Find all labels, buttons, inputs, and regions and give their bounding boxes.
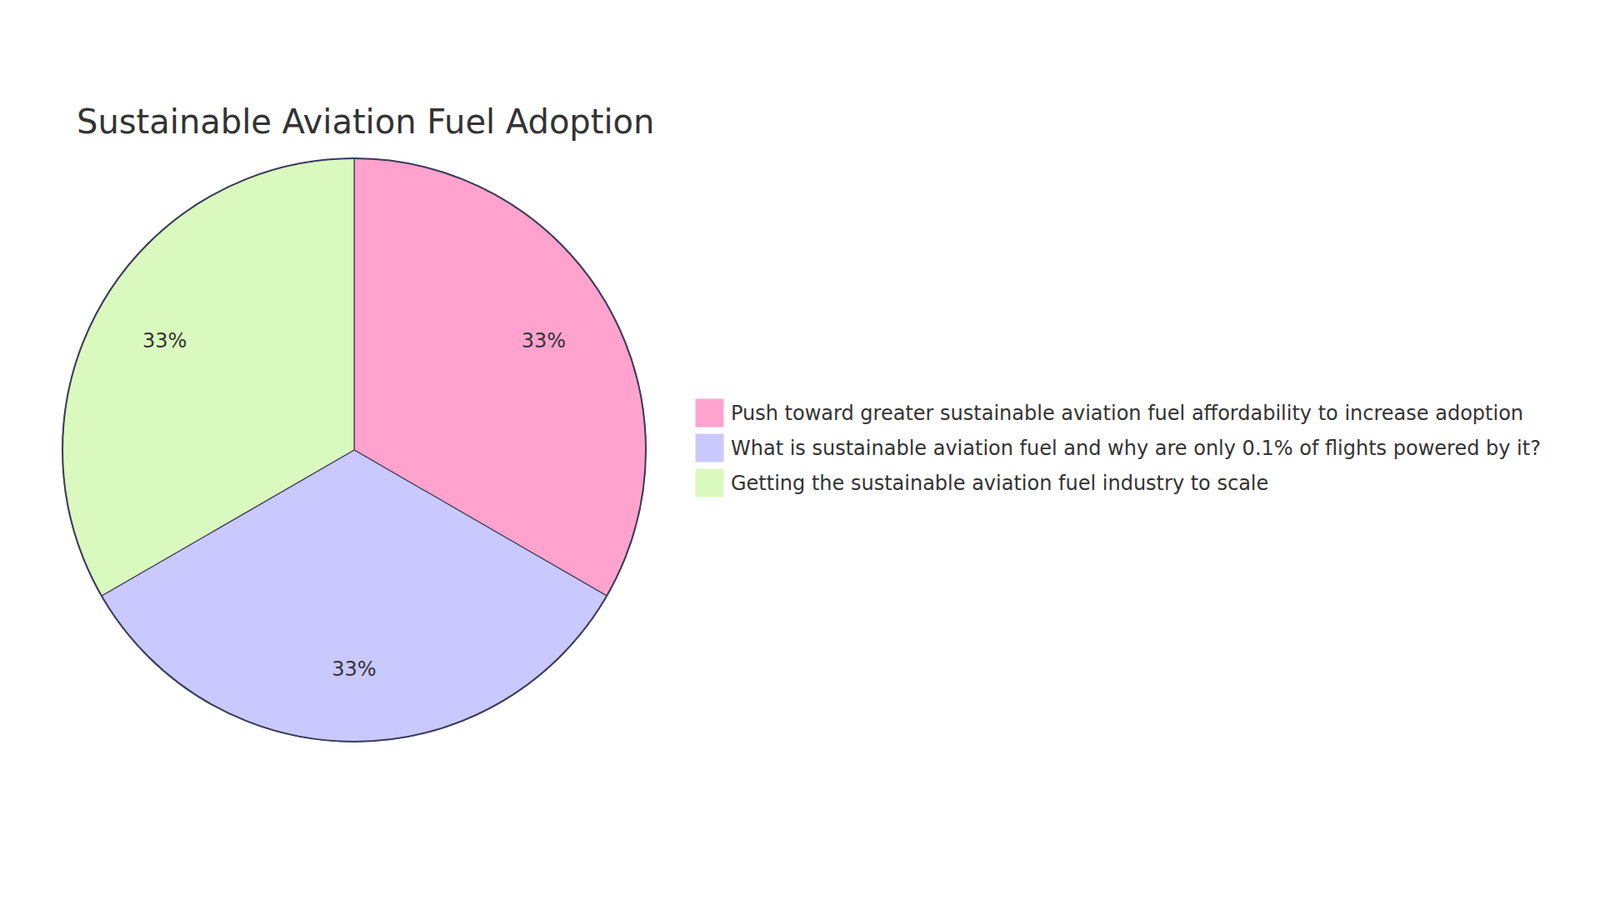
data-label: 33% xyxy=(521,329,566,353)
legend-label: What is sustainable aviation fuel and wh… xyxy=(730,436,1541,460)
legend-item: What is sustainable aviation fuel and wh… xyxy=(695,433,1541,463)
data-label: 33% xyxy=(331,657,376,681)
legend-item: Getting the sustainable aviation fuel in… xyxy=(695,468,1269,498)
data-labels: 33% 33% 33% xyxy=(142,329,566,681)
slice xyxy=(62,158,355,596)
pie xyxy=(62,158,646,742)
legend-label: Getting the sustainable aviation fuel in… xyxy=(730,471,1269,495)
title: Sustainable Aviation Fuel Adoption xyxy=(76,102,655,141)
legend-label: Push toward greater sustainable aviation… xyxy=(730,401,1524,425)
chart: Sustainable Aviation Fuel Adoption33%33%… xyxy=(0,0,1600,900)
legend: Push toward greater sustainable aviation… xyxy=(695,398,1541,498)
legend-item: Push toward greater sustainable aviation… xyxy=(695,398,1524,428)
legend-swatch xyxy=(695,468,725,498)
data-label: 33% xyxy=(142,329,187,353)
legend-swatch xyxy=(695,433,725,463)
legend-swatch xyxy=(695,398,725,428)
pie-outline xyxy=(62,158,646,742)
